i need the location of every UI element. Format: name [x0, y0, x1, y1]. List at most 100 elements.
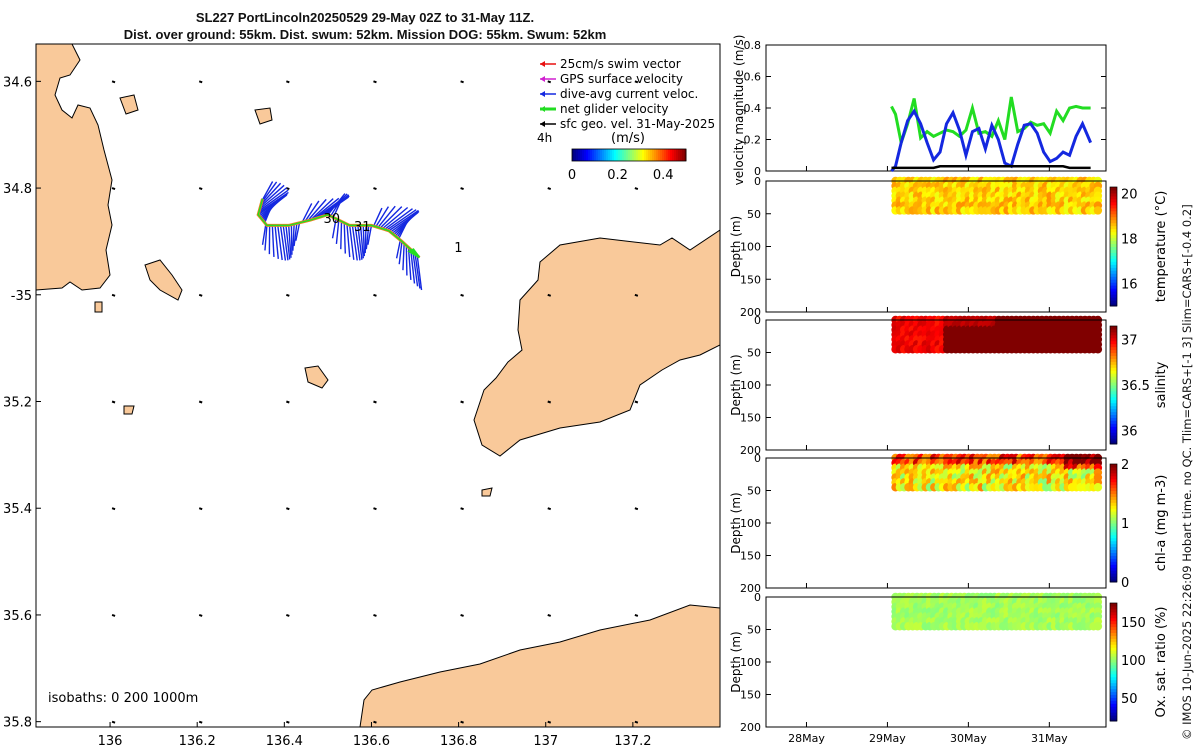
cbar-cell: [1110, 376, 1117, 380]
colorbar-cell: [672, 149, 675, 161]
geo-arrow: [198, 293, 203, 297]
colorbar-cell: [666, 149, 669, 161]
cbar-cell: [1110, 659, 1117, 663]
legend-label: 25cm/s swim vector: [560, 57, 681, 71]
legend-label: dive-avg current veloc.: [560, 87, 698, 101]
cbar-cell: [1110, 195, 1117, 200]
cbar-cell: [1110, 402, 1117, 407]
cbar-cell: [1110, 614, 1117, 619]
cbar-cell: [1110, 352, 1117, 356]
cbar-cell: [1110, 370, 1117, 374]
colorbar-cell: [574, 149, 577, 161]
colorbar-cell: [660, 149, 663, 161]
legend-arrowhead: [540, 91, 545, 97]
current-vector: [414, 253, 421, 289]
cbar-cell: [1110, 472, 1117, 477]
cbar-cell: [1110, 258, 1117, 262]
cbar-cell: [1110, 326, 1117, 330]
current-vector: [354, 225, 361, 261]
cbar-tick-label: 150: [1121, 616, 1146, 631]
cbar-cell: [1110, 276, 1117, 280]
colorbar-label: (m/s): [611, 131, 645, 146]
colorbar-cell: [654, 149, 657, 161]
cbar-cell: [1110, 617, 1117, 622]
cbar-cell: [1110, 525, 1117, 530]
cbar-label: temperature (°C): [1154, 191, 1169, 303]
colorbar-cell: [614, 149, 617, 161]
legend-arrowhead: [540, 61, 545, 67]
geo-arrow: [373, 80, 377, 84]
cbar-cell: [1110, 417, 1117, 421]
current-vector: [412, 251, 419, 287]
cbar-cell: [1110, 216, 1117, 221]
geo-arrow: [547, 507, 552, 511]
cbar-cell: [1110, 441, 1117, 445]
cbar-tick-label: 100: [1121, 654, 1146, 669]
current-vector: [346, 224, 351, 258]
colorbar-cell: [646, 149, 649, 161]
cbar-cell: [1110, 626, 1117, 631]
cbar-cell: [1110, 608, 1117, 613]
cbar-cell: [1110, 367, 1117, 371]
geo-arrow: [460, 507, 464, 511]
current-vector: [258, 191, 289, 214]
cbar-tick-label: 36.5: [1121, 379, 1150, 394]
cbar-cell: [1110, 255, 1117, 259]
geo-arrow: [373, 613, 377, 617]
cbar-cell: [1110, 334, 1117, 339]
cbar-cell: [1110, 466, 1117, 471]
cbar-cell: [1110, 222, 1117, 227]
cbar-cell: [1110, 234, 1117, 239]
cbar-cell: [1110, 481, 1117, 486]
cbar-cell: [1110, 297, 1117, 301]
profile-y-tick-label: 200: [740, 721, 761, 734]
cbar-label: chl-a (mg m-3): [1154, 475, 1169, 572]
geo-arrow: [460, 720, 464, 724]
cbar-cell: [1110, 484, 1117, 489]
cbar-cell: [1110, 340, 1117, 345]
profile-y-tick-label: 50: [747, 485, 761, 498]
cbar-cell: [1110, 396, 1117, 401]
legend-interval: 4h: [537, 131, 552, 145]
cbar-cell: [1110, 564, 1117, 568]
land-island: [254, 107, 273, 125]
colorbar-cell: [640, 149, 643, 161]
colorbar-cell: [626, 149, 629, 161]
map-y-tick-label: 34.8: [3, 182, 32, 197]
cbar-cell: [1110, 273, 1117, 277]
land-island: [144, 259, 183, 301]
current-vector: [293, 223, 298, 247]
current-vector: [343, 222, 347, 254]
colorbar-cell: [576, 149, 579, 161]
colorbar-cell: [584, 149, 587, 161]
profile-y-tick-label: 150: [740, 689, 761, 702]
geo-arrow: [373, 400, 377, 404]
geo-arrow: [286, 80, 290, 84]
velocity-series-line: [890, 108, 1092, 172]
colorbar-cell: [680, 149, 683, 161]
current-vector: [307, 198, 327, 222]
cbar-cell: [1110, 204, 1117, 209]
cbar-cell: [1110, 632, 1117, 636]
current-vector: [395, 239, 402, 259]
geo-arrow: [198, 80, 203, 84]
cbar-cell: [1110, 399, 1117, 404]
cbar-cell: [1110, 605, 1117, 610]
cbar-cell: [1110, 231, 1117, 236]
cbar-cell: [1110, 534, 1117, 539]
current-vector: [398, 241, 403, 265]
cbar-cell: [1110, 261, 1117, 265]
cbar-cell: [1110, 638, 1117, 642]
cbar-frame: [1109, 325, 1118, 445]
cbar-tick-label: 16: [1121, 278, 1138, 293]
cbar-cell: [1110, 576, 1117, 580]
profile-sample: [1093, 483, 1103, 492]
current-vector: [340, 221, 343, 250]
profile-panel-temperature: 0 50 100 150 200 Depth (m) 16 18 20 temperature (…: [729, 175, 1169, 319]
cbar-cell: [1110, 567, 1117, 571]
cbar-cell: [1110, 337, 1117, 342]
profile-y-tick-label: 50: [747, 347, 761, 360]
cbar-cell: [1110, 358, 1117, 362]
cbar-cell: [1110, 237, 1117, 242]
